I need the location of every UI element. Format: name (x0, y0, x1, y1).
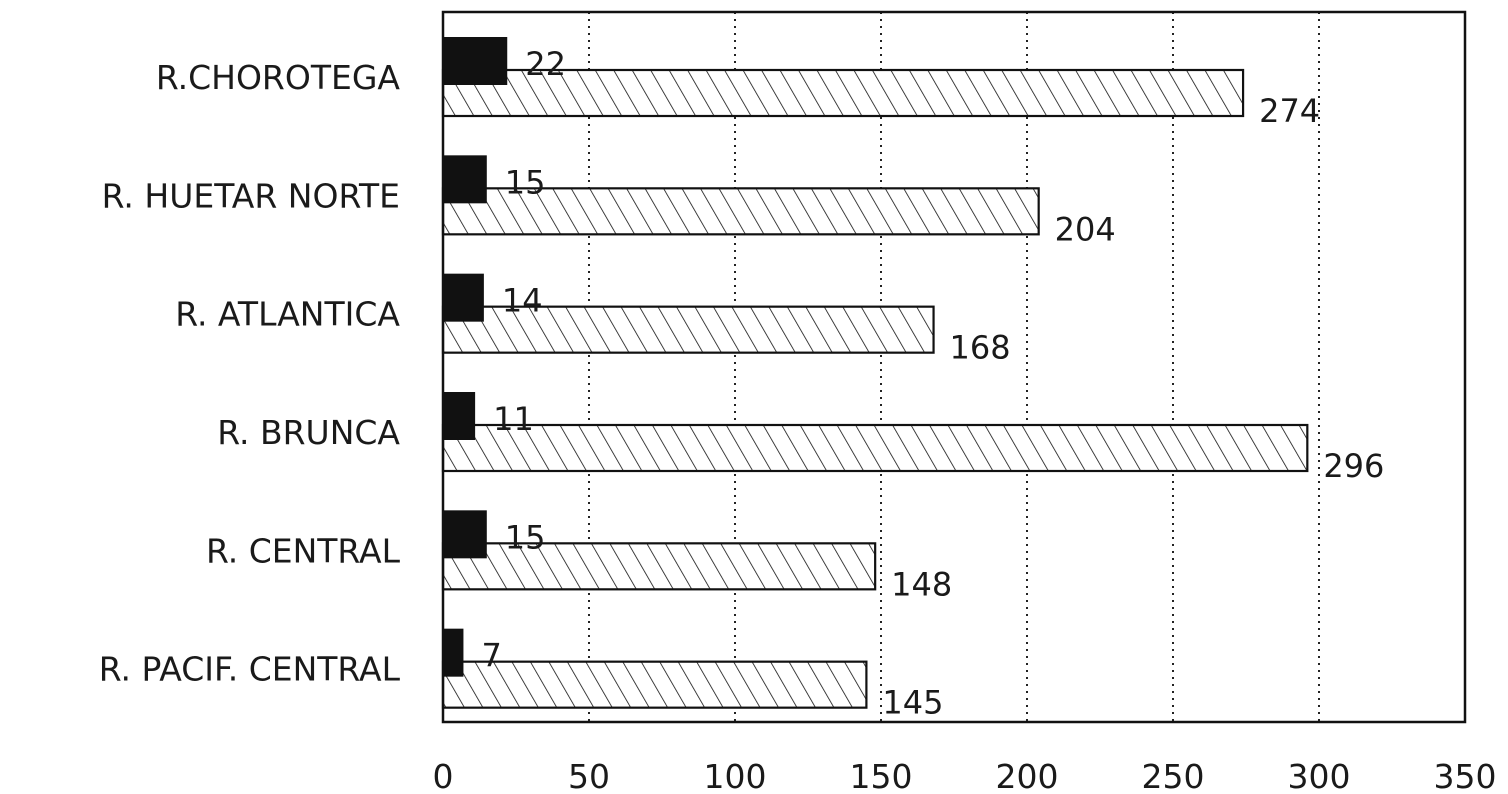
hatched-bar (441, 187, 1040, 236)
solid-bar-value-label: 7 (481, 637, 501, 675)
hatched-bar (441, 542, 877, 591)
x-tick-label: 100 (704, 757, 767, 794)
solid-bar (443, 37, 508, 85)
hatched-bar-value-label: 204 (1055, 210, 1116, 248)
labels: 0 50 100 150 200 250 300 350 R.CHOROTEGA 22 274 R. … (99, 45, 1497, 794)
solid-bar (443, 628, 464, 677)
solid-bar (443, 155, 487, 204)
x-tick-label: 150 (850, 757, 913, 794)
solid-bar (443, 273, 484, 322)
category-label: R. BRUNCA (217, 413, 400, 452)
x-tick-label: 50 (568, 757, 610, 794)
x-tick-label: 0 (433, 757, 454, 794)
category-label: R. CENTRAL (206, 531, 401, 570)
hatched-bar-value-label: 274 (1259, 92, 1320, 130)
grid-lines (588, 12, 1320, 722)
solid-bar-value-label: 15 (505, 163, 546, 201)
x-tick-label: 200 (996, 757, 1059, 794)
hatched-bar (441, 423, 1309, 473)
x-tick-label: 350 (1434, 757, 1497, 794)
solid-bar-value-label: 22 (525, 45, 566, 83)
bars (441, 37, 1309, 709)
solid-bar-value-label: 14 (502, 282, 543, 320)
solid-bar (443, 392, 476, 440)
solid-bar-value-label: 15 (505, 518, 546, 556)
x-tick-label: 250 (1142, 757, 1205, 794)
solid-bar (443, 510, 487, 559)
hatched-bar-value-label: 145 (882, 684, 943, 722)
hatched-bar-value-label: 296 (1323, 447, 1384, 485)
hatched-bar-value-label: 148 (891, 565, 952, 603)
x-tick-label: 300 (1288, 757, 1351, 794)
category-label: R.CHOROTEGA (156, 58, 401, 97)
plot-frame (441, 10, 1467, 724)
hatched-bar (441, 305, 935, 354)
category-label: R. PACIF. CENTRAL (99, 650, 401, 689)
solid-bar-value-label: 11 (493, 400, 534, 438)
category-label: R. HUETAR NORTE (102, 176, 400, 215)
category-label: R. ATLANTICA (175, 295, 400, 334)
hatched-bar-value-label: 168 (950, 329, 1011, 367)
hatched-bar (441, 660, 868, 709)
